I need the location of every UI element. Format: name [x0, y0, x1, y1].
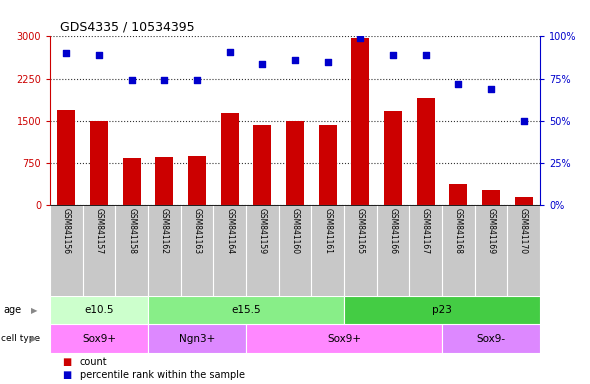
Bar	[148, 296, 344, 324]
Point	[62, 50, 71, 56]
Point	[225, 49, 234, 55]
Text: GSM841166: GSM841166	[388, 208, 398, 254]
Text: GSM841157: GSM841157	[94, 208, 104, 254]
Bar	[90, 121, 108, 205]
Text: ■: ■	[62, 357, 71, 367]
Text: GSM841169: GSM841169	[486, 208, 496, 254]
Point	[127, 77, 136, 83]
Bar	[442, 324, 540, 353]
Bar	[286, 121, 304, 205]
Point	[323, 59, 332, 65]
Bar	[253, 125, 271, 205]
Bar	[344, 296, 540, 324]
Point	[356, 35, 365, 41]
Text: age: age	[3, 305, 21, 315]
Point	[258, 60, 267, 66]
Bar	[246, 324, 442, 353]
Point	[290, 57, 300, 63]
Text: Ngn3+: Ngn3+	[179, 334, 215, 344]
Text: Sox9+: Sox9+	[82, 334, 116, 344]
Bar	[57, 110, 76, 205]
Bar	[221, 113, 239, 205]
Bar	[148, 324, 246, 353]
Point	[388, 52, 398, 58]
Bar	[514, 197, 533, 205]
Bar	[482, 190, 500, 205]
Text: ▶: ▶	[31, 334, 37, 343]
Text: GSM841159: GSM841159	[258, 208, 267, 254]
Bar	[123, 157, 141, 205]
Text: count: count	[80, 357, 107, 367]
Text: GDS4335 / 10534395: GDS4335 / 10534395	[60, 21, 195, 34]
Text: GSM841163: GSM841163	[192, 208, 202, 254]
Point	[94, 52, 104, 58]
Bar	[384, 111, 402, 205]
Bar	[449, 184, 467, 205]
Text: GSM841165: GSM841165	[356, 208, 365, 254]
Text: e15.5: e15.5	[231, 305, 261, 315]
Text: ■: ■	[62, 371, 71, 381]
Text: ▶: ▶	[31, 306, 37, 314]
Bar	[351, 38, 369, 205]
Text: GSM841162: GSM841162	[160, 208, 169, 254]
Bar	[188, 156, 206, 205]
Bar	[50, 324, 148, 353]
Text: GSM841168: GSM841168	[454, 208, 463, 254]
Point	[421, 52, 430, 58]
Text: GSM841160: GSM841160	[290, 208, 300, 254]
Text: GSM841158: GSM841158	[127, 208, 136, 254]
Text: GSM841167: GSM841167	[421, 208, 430, 254]
Point	[486, 86, 496, 92]
Point	[454, 81, 463, 87]
Bar	[319, 126, 337, 205]
Text: p23: p23	[432, 305, 452, 315]
Text: GSM841164: GSM841164	[225, 208, 234, 254]
Text: Sox9-: Sox9-	[476, 334, 506, 344]
Bar	[417, 98, 435, 205]
Point	[519, 118, 528, 124]
Text: GSM841156: GSM841156	[62, 208, 71, 254]
Text: percentile rank within the sample: percentile rank within the sample	[80, 371, 245, 381]
Bar	[50, 296, 148, 324]
Point	[192, 77, 202, 83]
Text: GSM841161: GSM841161	[323, 208, 332, 254]
Text: GSM841170: GSM841170	[519, 208, 528, 254]
Bar	[155, 157, 173, 205]
Text: e10.5: e10.5	[84, 305, 114, 315]
Text: cell type: cell type	[1, 334, 40, 343]
Point	[160, 77, 169, 83]
Text: Sox9+: Sox9+	[327, 334, 361, 344]
